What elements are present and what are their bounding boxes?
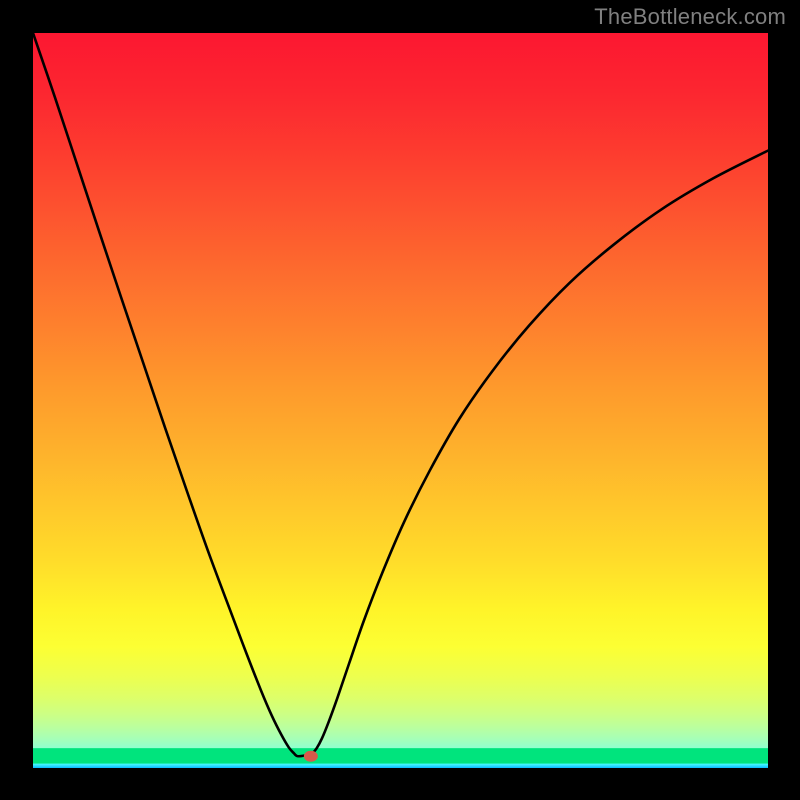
optimum-marker — [304, 751, 318, 762]
green-band — [33, 748, 768, 763]
bottleneck-chart — [33, 33, 768, 768]
watermark-text: TheBottleneck.com — [594, 4, 786, 30]
chart-background — [33, 33, 768, 768]
chart-frame: TheBottleneck.com — [0, 0, 800, 800]
